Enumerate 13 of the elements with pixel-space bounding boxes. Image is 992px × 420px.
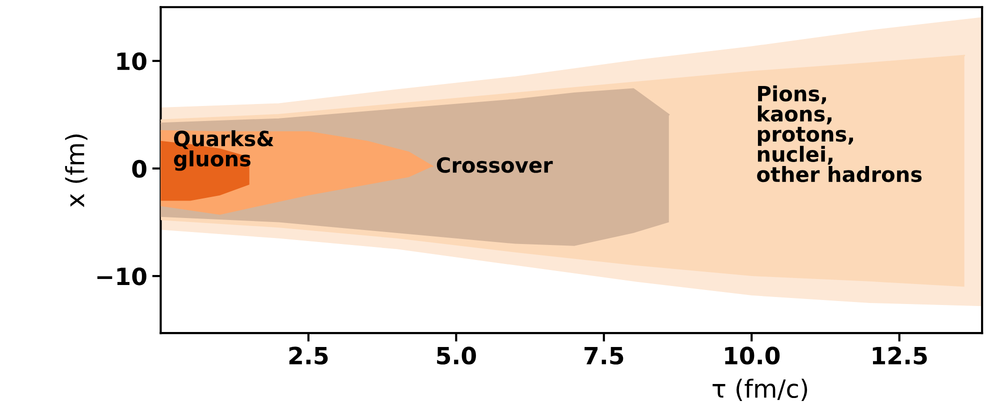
x-tick-label: 2.5 xyxy=(289,346,328,365)
y-axis-title: x (fm) xyxy=(65,134,88,208)
annotation: Quarks& gluons xyxy=(174,130,274,171)
y-tick-label: 0 xyxy=(132,160,146,178)
x-tick-label: 5.0 xyxy=(437,346,476,365)
x-tick-label: 10.0 xyxy=(725,346,780,365)
x-tick-label: 12.5 xyxy=(872,346,927,365)
y-tick-label: −10 xyxy=(97,267,146,286)
annotation: Crossover xyxy=(436,157,553,173)
x-tick-label: 7.5 xyxy=(584,346,624,365)
y-tick-label: 10 xyxy=(117,52,146,70)
annotation: Pions, kaons, protons, nuclei, other hadrons xyxy=(757,85,922,182)
x-axis-title: τ (fm/c) xyxy=(712,378,808,401)
